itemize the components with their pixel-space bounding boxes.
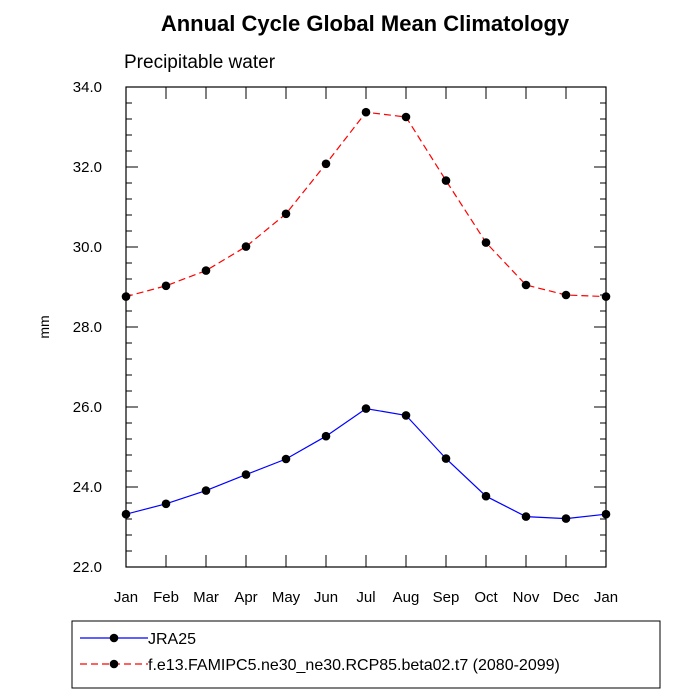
series-jra25 [121, 404, 611, 523]
data-point [321, 159, 331, 169]
data-point [401, 112, 411, 122]
data-point [561, 514, 571, 523]
series-line [125, 111, 607, 298]
legend-label: JRA25 [148, 631, 196, 648]
chart-title: Annual Cycle Global Mean Climatology [161, 11, 570, 36]
data-point [441, 454, 451, 463]
data-point [161, 281, 171, 291]
x-tick-label: Sep [433, 589, 460, 606]
x-tick-label: Oct [474, 589, 498, 606]
x-tick-label: Feb [153, 589, 179, 606]
x-tick-label: Dec [553, 589, 580, 606]
legend-marker [109, 633, 119, 643]
data-point [321, 431, 331, 441]
data-point [241, 470, 251, 479]
y-tick-label: 22.0 [73, 559, 102, 576]
y-tick-labels: 22.0 24.0 26.0 28.0 30.0 32.0 34.0 [73, 79, 102, 576]
data-point [241, 242, 251, 251]
series-layer [121, 107, 611, 523]
data-point [521, 512, 531, 521]
x-tick-label: Jun [314, 589, 338, 606]
y-tick-label: 28.0 [73, 319, 102, 336]
legend-label: f.e13.FAMIPC5.ne30_ne30.RCP85.beta02.t7 … [148, 657, 560, 674]
x-tick-labels: Jan Feb Mar Apr May Jun Jul Aug Sep Oct Nov Dec Jan [114, 589, 618, 606]
y-axis-label: mm [36, 315, 52, 338]
data-point [561, 290, 571, 300]
data-point [361, 404, 371, 413]
data-point [361, 107, 371, 117]
x-tick-label: Mar [193, 589, 219, 606]
series-line [125, 407, 607, 520]
y-tick-label: 26.0 [73, 399, 102, 416]
series-rcp85 [121, 107, 611, 301]
x-tick-label: Aug [393, 589, 420, 606]
data-point [521, 280, 531, 290]
axis-ticks [125, 86, 607, 568]
data-point [201, 486, 211, 495]
y-tick-label: 24.0 [73, 479, 102, 496]
x-tick-label: Jan [114, 589, 138, 606]
x-tick-label: Jan [594, 589, 618, 606]
x-tick-label: Nov [513, 589, 540, 606]
data-point [281, 209, 291, 219]
plot-frame [125, 86, 607, 568]
data-point [481, 491, 491, 501]
data-point [481, 238, 491, 247]
data-point [201, 266, 211, 275]
data-point [161, 499, 171, 509]
data-point [441, 176, 451, 185]
chart-subtitle: Precipitable water [124, 52, 276, 73]
legend-box [71, 620, 661, 689]
data-point [401, 411, 411, 420]
data-point [281, 454, 291, 464]
x-tick-label: Jul [356, 589, 375, 606]
y-tick-label: 32.0 [73, 159, 102, 176]
legend: JRA25 f.e13.FAMIPC5.ne30_ne30.RCP85.beta0… [71, 620, 661, 689]
x-tick-label: May [272, 589, 301, 606]
y-tick-label: 30.0 [73, 239, 102, 256]
x-tick-label: Apr [234, 589, 257, 606]
y-tick-label: 34.0 [73, 79, 102, 96]
legend-marker [109, 659, 119, 669]
